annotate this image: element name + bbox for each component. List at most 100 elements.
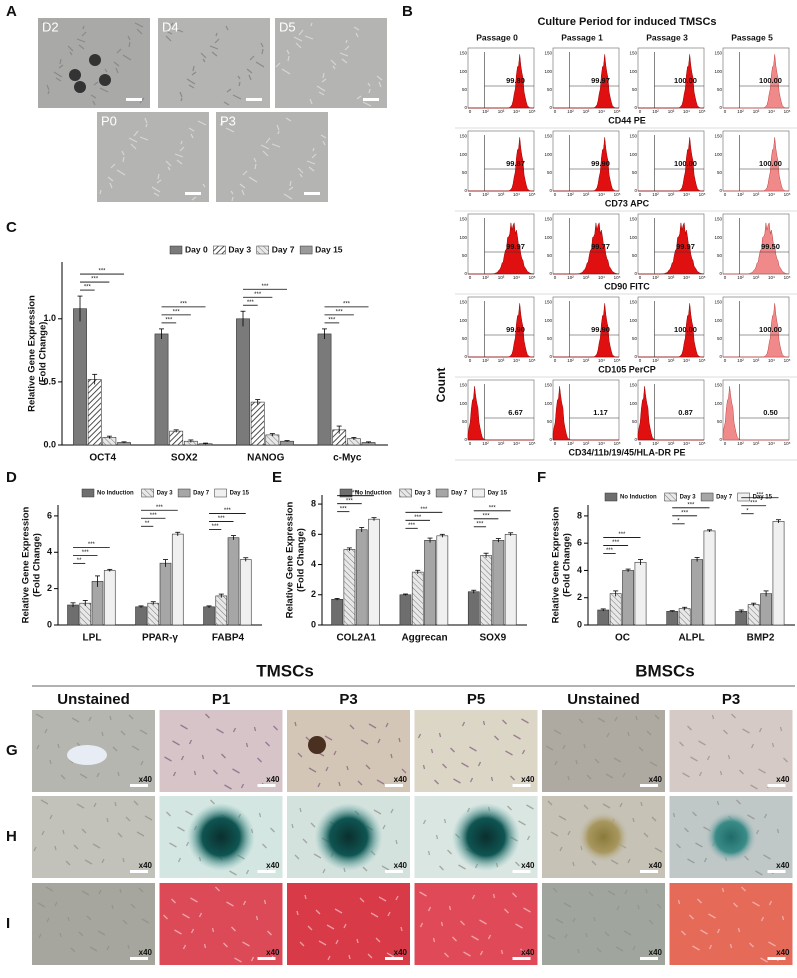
texture [201,754,205,760]
cell-texture [115,67,119,74]
significance-label: *** [476,521,484,527]
cell-texture [322,72,325,79]
texture [97,930,106,936]
cell-texture [93,81,99,86]
flow-y-tick: 150 [629,51,637,56]
texture [348,954,351,960]
x-tick-label: OC [615,633,630,644]
flow-x-tick: 10⁵ [529,358,536,363]
cell-texture [151,186,161,193]
flow-x-tick: 10³ [583,358,590,363]
cell-cluster [99,74,111,86]
cell-texture [376,75,383,81]
stain-image [542,710,665,792]
histogram [553,54,619,109]
percent-label: 0.50 [763,408,778,417]
scale-bar [130,784,148,787]
texture [494,735,499,741]
flow-x-tick: 0 [639,358,642,363]
cell-texture [378,81,382,88]
cell-cluster [69,69,81,81]
texture [526,835,531,841]
texture [93,802,97,808]
cell-texture [339,52,349,57]
texture [73,844,79,850]
histogram [467,386,534,441]
histogram [723,137,789,192]
significance-label: ** [77,558,82,564]
texture [291,823,294,829]
cell-texture [231,196,234,202]
flow-y-tick: 100 [714,318,722,323]
texture [263,899,267,905]
scale-bar [512,870,531,873]
texture [265,741,270,747]
texture [682,772,690,778]
texture [59,932,62,938]
flow-x-tick: 10⁵ [784,192,791,197]
cell-texture [344,45,350,51]
texture [215,886,220,892]
percent-label: 99.50 [761,242,780,251]
texture [349,724,355,730]
flow-x-tick: 10⁴ [683,192,690,197]
significance-label: *** [420,507,428,513]
texture [49,814,53,820]
flow-x-tick: 10² [737,358,744,363]
cell-texture [116,169,126,176]
texture [442,763,447,769]
legend-swatch [435,488,449,498]
texture [439,865,444,871]
bar [169,430,184,446]
texture [515,861,520,867]
flow-x-tick: 10³ [668,275,675,280]
texture [760,957,768,963]
x-tick-label: Aggrecan [401,633,447,644]
flow-y-tick: 0 [719,105,722,110]
texture [721,887,725,893]
flow-y-tick: 100 [459,69,467,74]
legend-swatch [399,488,412,498]
flow-y-tick: 100 [629,401,637,406]
texture [177,826,185,832]
texture [684,827,689,833]
texture [54,845,57,851]
flow-x-tick: 10² [567,358,574,363]
flow-x-tick: 0 [554,441,557,446]
significance-label: *** [99,269,107,275]
texture [182,913,190,919]
texture [335,939,339,945]
flow-y-tick: 100 [544,152,552,157]
column-header: Passage 0 [476,32,518,42]
texture [81,828,87,834]
cell-texture [286,49,290,55]
texture [698,771,703,777]
stain-image [32,796,155,878]
cell-texture [368,88,371,94]
cell-texture [128,41,131,48]
flow-y-tick: 0 [549,105,552,110]
image-label: D4 [162,19,179,34]
texture [128,714,134,720]
texture [645,888,648,894]
panel-label: F [537,469,546,486]
texture [198,912,203,918]
scale-bar [257,784,276,787]
significance-label: * [746,508,749,514]
flow-y-tick: 100 [544,235,552,240]
cell-texture [253,157,257,163]
flow-y-tick: 150 [544,383,552,388]
texture [322,868,326,874]
texture [460,920,465,926]
texture [471,935,479,941]
significance-label: *** [352,490,360,496]
flow-x-tick: 10³ [498,109,505,114]
flow-y-tick: 50 [547,419,553,424]
stain-image [32,883,155,965]
cell-texture [180,97,183,102]
cell-texture [99,87,109,93]
significance-label: *** [606,548,614,554]
bar [79,602,92,626]
texture [768,900,773,906]
flow-y-tick: 150 [714,51,722,56]
